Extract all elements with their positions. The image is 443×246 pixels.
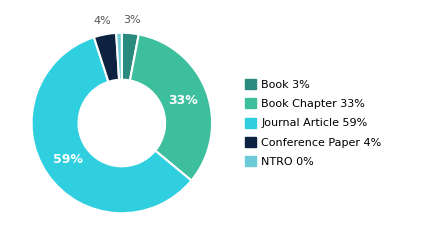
- Wedge shape: [31, 37, 191, 213]
- Text: 33%: 33%: [168, 94, 198, 108]
- Legend: Book 3%, Book Chapter 33%, Journal Article 59%, Conference Paper 4%, NTRO 0%: Book 3%, Book Chapter 33%, Journal Artic…: [245, 79, 382, 167]
- Text: 3%: 3%: [123, 15, 140, 25]
- Wedge shape: [130, 34, 212, 181]
- Text: 4%: 4%: [93, 16, 111, 26]
- Text: 59%: 59%: [53, 153, 83, 166]
- Wedge shape: [122, 33, 139, 80]
- Wedge shape: [116, 33, 122, 80]
- Wedge shape: [94, 33, 119, 82]
